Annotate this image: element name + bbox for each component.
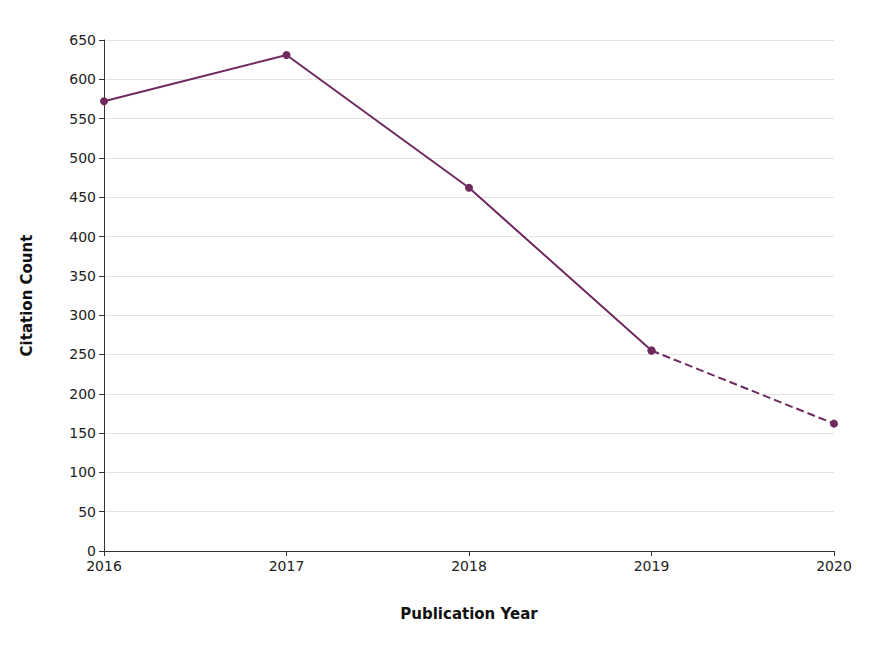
svg-text:100: 100: [69, 464, 96, 480]
svg-text:0: 0: [87, 543, 96, 559]
svg-text:2020: 2020: [816, 558, 852, 574]
svg-text:250: 250: [69, 346, 96, 362]
svg-text:400: 400: [69, 229, 96, 245]
svg-text:2017: 2017: [269, 558, 305, 574]
svg-text:450: 450: [69, 189, 96, 205]
svg-text:150: 150: [69, 425, 96, 441]
svg-text:2016: 2016: [86, 558, 122, 574]
svg-text:2018: 2018: [451, 558, 487, 574]
svg-text:350: 350: [69, 268, 96, 284]
svg-text:650: 650: [69, 32, 96, 48]
svg-text:Citation Count: Citation Count: [18, 235, 36, 357]
svg-text:200: 200: [69, 386, 96, 402]
svg-text:550: 550: [69, 111, 96, 127]
svg-text:500: 500: [69, 150, 96, 166]
svg-text:600: 600: [69, 71, 96, 87]
svg-text:50: 50: [78, 504, 96, 520]
svg-text:2019: 2019: [634, 558, 670, 574]
svg-text:300: 300: [69, 307, 96, 323]
svg-text:Publication Year: Publication Year: [400, 605, 538, 623]
